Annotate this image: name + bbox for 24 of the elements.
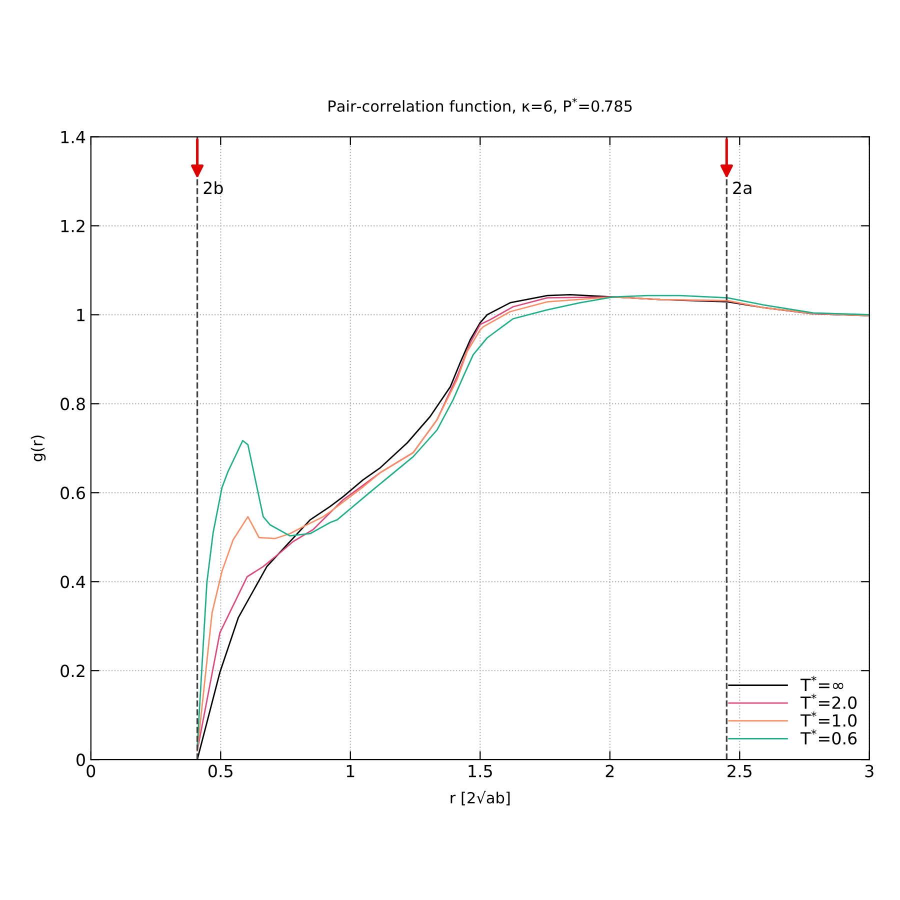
legend-label: T$^{*}$=0.6 bbox=[800, 729, 857, 745]
x-tick-label: 0 bbox=[86, 764, 96, 778]
legend-label: T$^{*}$=∞ bbox=[800, 676, 844, 691]
legend-label: T$^{*}$=1.0 bbox=[800, 712, 857, 727]
y-tick-label: 0.8 bbox=[60, 398, 85, 410]
x-tick-label: 0.5 bbox=[208, 764, 232, 778]
x-axis-title: r [2√ab] bbox=[450, 790, 510, 806]
legend-label: T$^{*}$=2.0 bbox=[800, 694, 857, 709]
y-axis-title: g(r) bbox=[30, 436, 46, 462]
y-tick-label: 0.2 bbox=[60, 664, 84, 678]
y-tick-label: 0.4 bbox=[60, 576, 86, 588]
annotation: 2a bbox=[733, 182, 752, 194]
annotation: 2b bbox=[204, 181, 223, 194]
x-tick-label: 1 bbox=[346, 764, 354, 778]
y-tick-label: 1.4 bbox=[61, 130, 86, 144]
x-tick-label: 3 bbox=[865, 764, 874, 778]
x-tick-label: 1.5 bbox=[468, 764, 492, 778]
y-tick-label: 0.6 bbox=[60, 486, 85, 500]
chart-title: Pair-correlation function, κ=6, P$^{*}$=0.785 bbox=[328, 98, 632, 114]
y-tick-label: 1.2 bbox=[61, 220, 84, 232]
y-tick-label: 0 bbox=[76, 754, 85, 766]
y-tick-label: 1 bbox=[77, 308, 84, 322]
x-tick-label: 2 bbox=[606, 764, 614, 778]
x-tick-label: 2.5 bbox=[728, 764, 752, 778]
